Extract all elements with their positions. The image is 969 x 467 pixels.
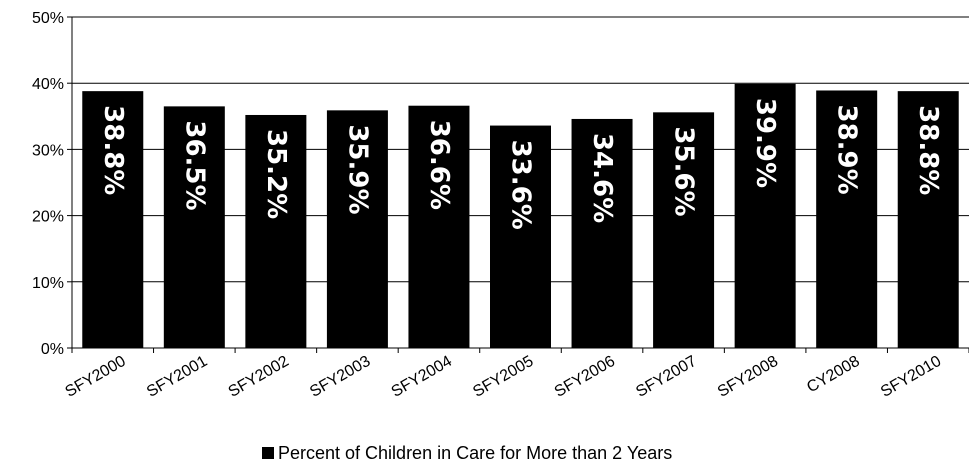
x-tick-label: SFY2010: [878, 353, 944, 401]
data-label: 38.8%: [913, 105, 943, 195]
x-tick-labels: SFY2000 SFY2001 SFY2002 SFY2003 SFY2004 SFY20…: [62, 353, 944, 401]
bar: [734, 83, 796, 348]
bar: [326, 110, 388, 348]
x-tick-label: SFY2005: [470, 353, 536, 401]
data-label: 39.9%: [750, 98, 780, 188]
bar: [245, 114, 307, 348]
data-label: 35.9%: [342, 124, 372, 214]
legend-label: Percent of Children in Care for More tha…: [278, 443, 672, 463]
bar: [571, 118, 633, 348]
y-tick-label: 50%: [32, 10, 64, 27]
bar: [897, 91, 959, 349]
x-tick-label: CY2008: [804, 353, 863, 397]
data-label: 36.6%: [424, 120, 454, 210]
y-tick-label: 40%: [32, 76, 64, 93]
data-labels: 38.8% 36.5% 35.2% 35.9% 36.6% 33.6% 34.6% 35.6%…: [98, 98, 943, 230]
x-tick-label: SFY2003: [307, 353, 373, 401]
data-label: 35.2%: [261, 129, 291, 219]
x-tick-label: SFY2004: [389, 353, 455, 401]
y-tick-labels: 0% 10% 20% 30% 40% 50%: [32, 10, 64, 358]
axes: [67, 16, 969, 353]
data-label: 33.6%: [506, 140, 536, 230]
data-label: 36.5%: [179, 120, 209, 210]
y-tick-label: 20%: [32, 209, 64, 226]
bar: [82, 91, 144, 349]
y-tick-label: 10%: [32, 275, 64, 292]
data-label: 34.6%: [587, 133, 617, 223]
x-tick-label: SFY2000: [62, 353, 128, 401]
x-tick-label: SFY2002: [226, 353, 292, 401]
data-label: 35.6%: [669, 126, 699, 216]
y-tick-label: 0%: [41, 341, 64, 358]
bar: [653, 112, 715, 348]
legend: Percent of Children in Care for More tha…: [262, 443, 672, 463]
bar: [408, 105, 470, 348]
data-label: 38.8%: [98, 105, 128, 195]
legend-swatch: [262, 447, 274, 459]
bar: [816, 90, 878, 349]
x-tick-label: SFY2006: [552, 353, 618, 401]
bar: [490, 125, 551, 349]
x-tick-label: SFY2001: [144, 353, 210, 401]
bars: [82, 83, 959, 349]
bar: [163, 106, 225, 349]
y-tick-label: 30%: [32, 142, 64, 159]
data-label: 38.9%: [832, 104, 862, 194]
x-tick-label: SFY2008: [715, 353, 781, 401]
x-tick-label: SFY2007: [633, 353, 699, 401]
